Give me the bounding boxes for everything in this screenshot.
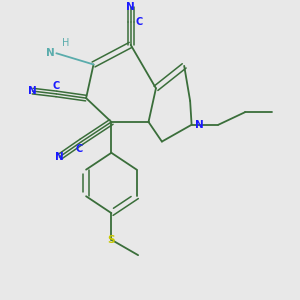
Text: C: C — [75, 144, 82, 154]
Text: N: N — [126, 2, 135, 12]
Text: N: N — [55, 152, 64, 162]
Text: N: N — [28, 86, 37, 96]
Text: C: C — [53, 81, 60, 91]
Text: H: H — [61, 38, 69, 48]
Text: S: S — [108, 235, 115, 245]
Text: N: N — [195, 120, 203, 130]
Text: C: C — [135, 17, 142, 27]
Text: N: N — [46, 48, 55, 58]
